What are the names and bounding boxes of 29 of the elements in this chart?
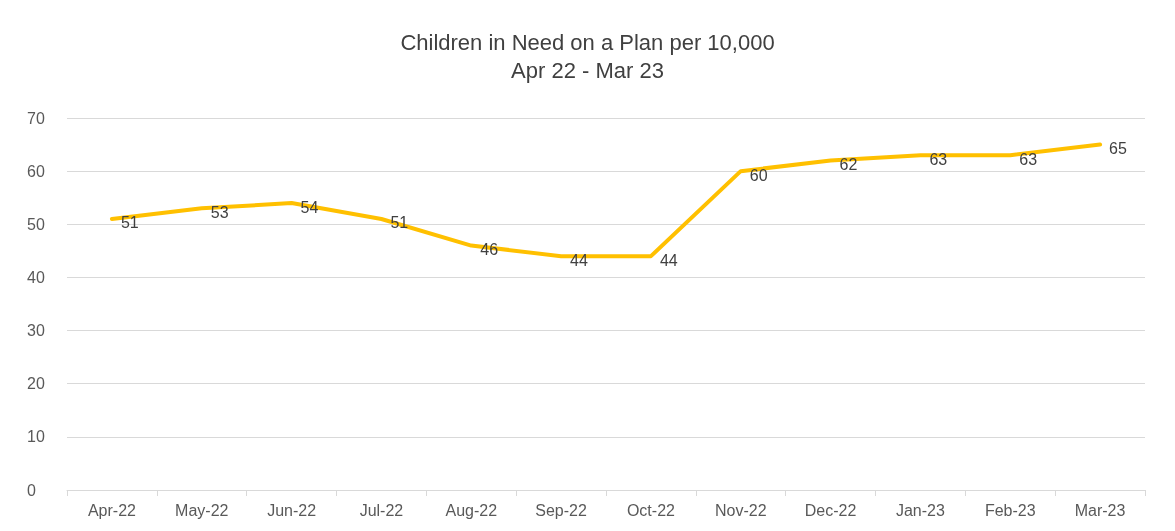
data-label: 51 bbox=[120, 214, 139, 232]
x-tick-label: Mar-23 bbox=[1074, 501, 1126, 519]
y-tick-label: 40 bbox=[27, 268, 45, 286]
x-tick-label: Jul-22 bbox=[359, 501, 404, 519]
data-label: 53 bbox=[210, 203, 229, 221]
x-tick-label: Oct-22 bbox=[626, 501, 676, 519]
chart-title: Children in Need on a Plan per 10,000 bbox=[400, 29, 775, 55]
y-tick-label: 10 bbox=[27, 428, 45, 446]
x-tick-label: Feb-23 bbox=[984, 501, 1036, 519]
x-tick-label: Sep-22 bbox=[535, 501, 587, 519]
x-tick-label: Jun-22 bbox=[267, 501, 317, 519]
data-label: 60 bbox=[749, 166, 768, 184]
y-tick-label: 60 bbox=[27, 162, 45, 180]
y-tick-label: 30 bbox=[27, 322, 45, 340]
y-tick-label: 0 bbox=[27, 481, 36, 499]
data-label: 65 bbox=[1109, 140, 1127, 158]
x-tick-label: May-22 bbox=[175, 501, 229, 519]
x-tick-label: Dec-22 bbox=[804, 501, 857, 519]
x-tick-label: Aug-22 bbox=[445, 501, 498, 519]
y-tick-label: 70 bbox=[27, 109, 45, 127]
y-tick-label: 20 bbox=[27, 375, 45, 393]
data-label: 63 bbox=[1019, 150, 1038, 168]
x-tick-label: Jan-23 bbox=[895, 501, 945, 519]
x-tick-label: Apr-22 bbox=[87, 501, 137, 519]
chart-subtitle: Apr 22 - Mar 23 bbox=[511, 57, 664, 83]
x-tick-label: Nov-22 bbox=[714, 501, 767, 519]
data-label: 62 bbox=[839, 156, 858, 174]
data-label: 44 bbox=[659, 251, 678, 269]
y-tick-label: 50 bbox=[27, 215, 45, 233]
